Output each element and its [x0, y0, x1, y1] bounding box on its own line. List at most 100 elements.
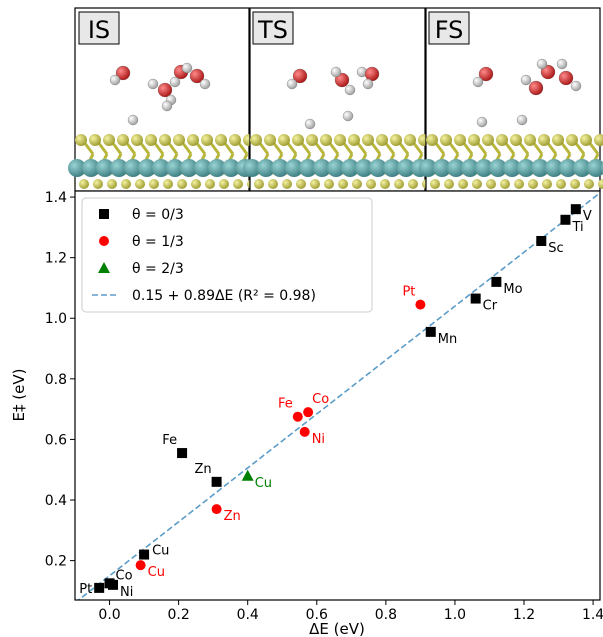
- oxygen-atom: [478, 66, 494, 82]
- data-point: [135, 560, 146, 571]
- y-axis-ticks: 0.2 0.4 0.6 0.8 1.0 1.2 1.4: [45, 190, 75, 570]
- metal-atom: [208, 159, 226, 177]
- point-label: Ti: [571, 220, 583, 235]
- point-label: Pt: [402, 285, 415, 300]
- sulfur-atom: [296, 179, 306, 189]
- metal-atom: [194, 159, 212, 177]
- data-point: [211, 504, 222, 515]
- sulfur-atom: [219, 179, 229, 189]
- legend: θ = 0/3 θ = 1/3 θ = 2/3 0.15 + 0.89ΔE (R² =…: [81, 197, 373, 313]
- panel-label-box: [428, 11, 470, 45]
- sulfur-atom: [566, 134, 578, 146]
- metal-atom: [313, 159, 331, 177]
- point-label: Cu: [152, 544, 169, 559]
- sulfur-atom: [177, 179, 187, 189]
- hydrogen-atom: [362, 78, 374, 90]
- metal-atom: [327, 159, 345, 177]
- metal-atom: [222, 159, 240, 177]
- sulfur-atom: [338, 179, 348, 189]
- sulfur-atom: [292, 134, 304, 146]
- hydrogen-atom: [161, 100, 173, 112]
- oxygen-atom: [157, 82, 173, 98]
- fit-line: [77, 192, 600, 600]
- y-tick-label: 1.0: [45, 311, 67, 327]
- sulfur-atom: [580, 134, 592, 146]
- data-point: [299, 426, 310, 437]
- hydrogen-atom: [344, 84, 356, 96]
- panel-label-fs: FS: [435, 16, 464, 44]
- data-point: [415, 299, 426, 310]
- data-point: [425, 326, 436, 337]
- sulfur-atom: [282, 179, 292, 189]
- point-label: Pt: [79, 582, 92, 597]
- data-point: [241, 469, 254, 481]
- legend-items: θ = 0/3 θ = 1/3 θ = 2/3 0.15 + 0.89ΔE (R² =…: [92, 207, 316, 304]
- point-label: Fe: [162, 433, 177, 448]
- metal-atom: [531, 159, 549, 177]
- sulfur-atom: [75, 134, 87, 146]
- metal-atom: [397, 159, 415, 177]
- metal-atom: [341, 159, 359, 177]
- metal-atom: [299, 159, 317, 177]
- y-tick-label: 1.4: [45, 190, 67, 206]
- legend-label: 0.15 + 0.89ΔE (R² = 0.98): [132, 288, 316, 304]
- sulfur-atom: [500, 179, 510, 189]
- hydrogen-atom: [342, 110, 354, 122]
- sulfur-atom: [426, 134, 438, 146]
- metal-atom: [152, 159, 170, 177]
- sulfur-atom: [334, 134, 346, 146]
- sulfur-atom: [79, 179, 89, 189]
- panel-label-box: [252, 11, 294, 45]
- sulfur-atom: [598, 179, 603, 189]
- legend-label: θ = 0/3: [132, 207, 184, 223]
- hydrogen-atom: [556, 58, 568, 70]
- hydrogen-atom: [147, 78, 159, 90]
- point-label: Mo: [503, 282, 522, 297]
- sulfur-atom: [159, 134, 171, 146]
- point-label: Ni: [312, 432, 325, 447]
- hydrogen-atom: [520, 74, 532, 86]
- sulfur-atom: [233, 179, 243, 189]
- data-point: [560, 214, 571, 225]
- metal-atom: [419, 159, 437, 177]
- data-point: [211, 476, 222, 487]
- y-tick-label: 0.2: [45, 554, 67, 570]
- sulfur-atom: [268, 179, 278, 189]
- hydrogen-atom: [199, 78, 211, 90]
- data-point: [303, 407, 314, 418]
- point-label: Sc: [548, 241, 563, 256]
- metal-atom: [124, 159, 142, 177]
- sulfur-atom: [366, 179, 376, 189]
- hydrogen-atom: [181, 62, 193, 74]
- point-label: Cu: [148, 565, 165, 580]
- sulfur-atom: [121, 179, 131, 189]
- legend-label: θ = 2/3: [132, 261, 184, 277]
- sulfur-atom: [250, 134, 262, 146]
- sulfur-atom: [254, 179, 264, 189]
- sulfur-atom: [538, 134, 550, 146]
- metal-atom: [503, 159, 521, 177]
- metal-atom: [257, 159, 275, 177]
- legend-frame: [81, 197, 373, 313]
- sulfur-atom: [486, 179, 496, 189]
- hydrogen-atom: [127, 114, 139, 126]
- hydrogen-atom: [476, 116, 488, 128]
- point-label: Fe: [278, 397, 293, 412]
- scatter-plot: Pt Co Ni Cu Fe Zn Mn Cr Mo Sc TiV Cu Zn Fe Ni Co Pt Cu 0.…: [10, 190, 603, 637]
- metal-atom: [285, 159, 303, 177]
- data-point: [107, 579, 118, 590]
- hydrogen-atom: [536, 58, 548, 70]
- metal-atom: [355, 159, 373, 177]
- panel-is: IS: [68, 7, 268, 192]
- x-tick-label: 1.0: [444, 607, 466, 623]
- metal-atom: [559, 159, 577, 177]
- sulfur-atom: [278, 134, 290, 146]
- metal-atom: [447, 159, 465, 177]
- sulfur-atom: [145, 134, 157, 146]
- mos2-slab: [243, 134, 443, 189]
- fit-layer: [77, 192, 600, 600]
- y-tick-label: 0.8: [45, 372, 67, 388]
- sulfur-atom: [376, 134, 388, 146]
- hydrogen-atom: [472, 76, 484, 88]
- hydrogen-atom: [570, 80, 582, 92]
